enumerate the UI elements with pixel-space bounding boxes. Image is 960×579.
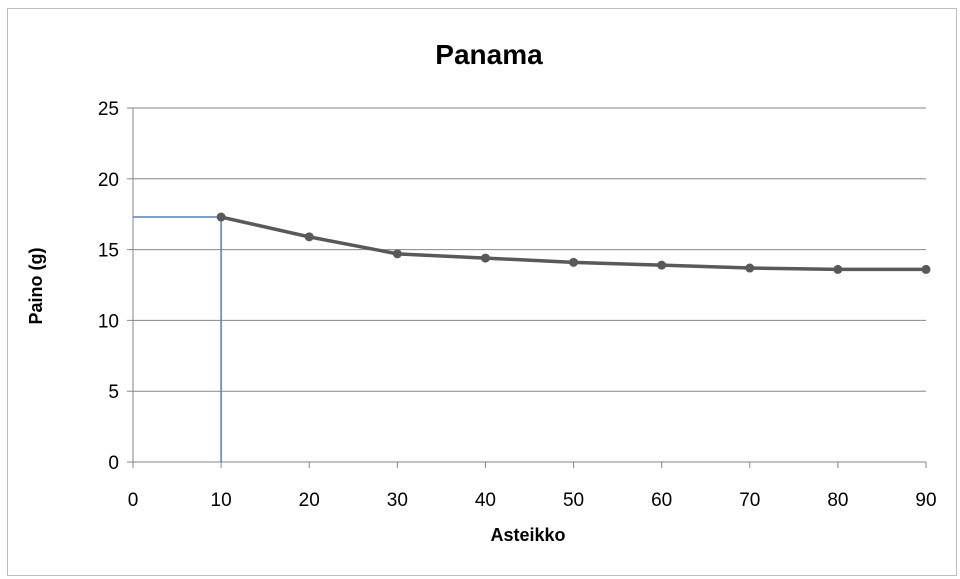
data-point-60 — [657, 260, 667, 270]
data-point-30 — [392, 249, 402, 259]
x-axis-title: Asteikko — [490, 525, 565, 545]
data-point-50 — [569, 257, 579, 267]
y-tick-label-0: 0 — [108, 453, 119, 474]
axes — [127, 107, 927, 468]
data-point-40 — [480, 253, 490, 263]
x-tick-label-0: 0 — [128, 490, 139, 511]
data-point-70 — [745, 263, 755, 273]
y-tick-label-25: 25 — [98, 99, 119, 120]
y-tick-label-5: 5 — [108, 382, 119, 403]
gridlines — [133, 107, 926, 392]
x-tick-label-70: 70 — [739, 490, 760, 511]
x-tick-label-50: 50 — [563, 490, 584, 511]
chart-title: Panama — [435, 39, 543, 70]
x-tick-label-90: 90 — [915, 490, 936, 511]
data-point-20 — [304, 232, 314, 242]
y-axis-title: Paino (g) — [26, 248, 46, 325]
chart-frame — [7, 8, 957, 576]
x-tick-label-30: 30 — [387, 490, 408, 511]
data-point-10 — [216, 212, 226, 222]
x-tick-label-20: 20 — [299, 490, 320, 511]
y-tick-labels: 0 5 10 15 20 25 — [98, 99, 119, 474]
x-tick-label-80: 80 — [827, 490, 848, 511]
x-tick-label-60: 60 — [651, 490, 672, 511]
x-tick-label-40: 40 — [475, 490, 496, 511]
y-tick-label-20: 20 — [98, 170, 119, 191]
data-series — [216, 212, 931, 274]
data-point-80 — [833, 264, 843, 274]
x-tick-labels: 0 10 20 30 40 50 60 70 80 90 — [128, 490, 937, 511]
data-point-90 — [921, 264, 931, 274]
y-tick-label-15: 15 — [98, 241, 119, 262]
y-tick-label-10: 10 — [98, 311, 119, 332]
reference-lines — [133, 216, 222, 462]
x-tick-label-10: 10 — [211, 490, 232, 511]
